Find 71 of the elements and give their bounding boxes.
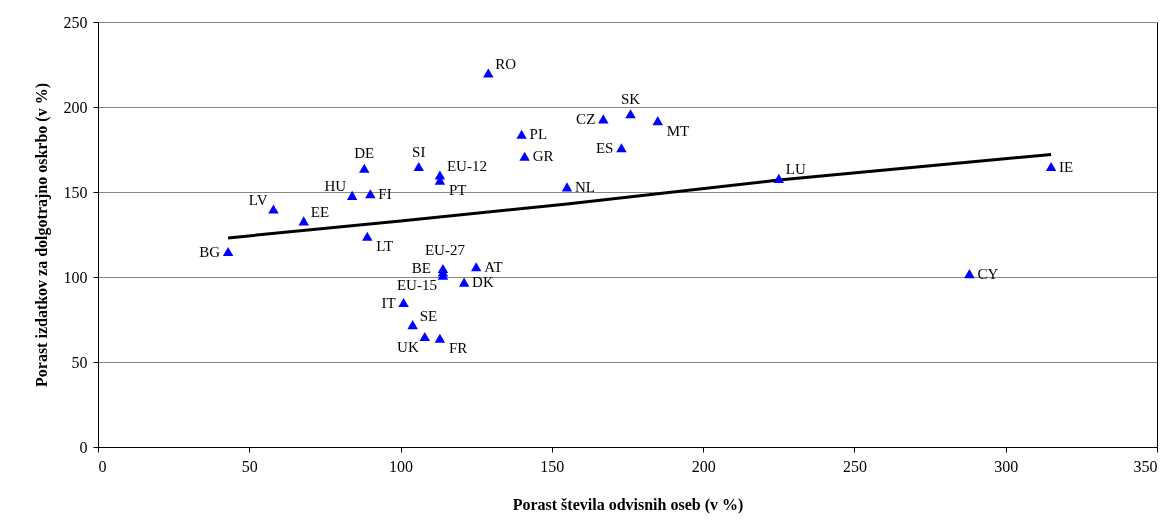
point bbox=[516, 129, 527, 139]
point bbox=[1045, 161, 1057, 172]
point bbox=[407, 320, 418, 330]
annotation: EU-15 bbox=[396, 277, 437, 294]
point bbox=[652, 116, 663, 126]
annotation: DK bbox=[472, 274, 494, 291]
annotation: FI bbox=[378, 185, 392, 202]
annotation: NL bbox=[574, 178, 595, 195]
annotation: BG bbox=[199, 243, 221, 260]
annotation: SE bbox=[419, 307, 438, 324]
annotation: LV bbox=[248, 192, 268, 208]
annotation: UK bbox=[397, 338, 419, 355]
annotation: EE bbox=[310, 203, 330, 220]
point bbox=[616, 143, 627, 153]
x-tick-label: 250 bbox=[842, 457, 867, 475]
annotation: PT bbox=[448, 182, 467, 199]
point bbox=[298, 216, 309, 226]
point bbox=[458, 277, 470, 287]
annotation: LU bbox=[785, 161, 806, 178]
annotation: AT bbox=[484, 258, 503, 275]
annotation: SK bbox=[620, 90, 641, 107]
annotation: IT bbox=[381, 294, 396, 311]
y-tick-label: 200 bbox=[63, 98, 88, 116]
point bbox=[346, 190, 358, 200]
annotation: MT bbox=[666, 122, 690, 139]
point bbox=[519, 151, 530, 161]
annotation: DE bbox=[354, 145, 375, 162]
point bbox=[434, 333, 446, 343]
x-tick-label: 100 bbox=[389, 457, 414, 475]
point bbox=[483, 68, 494, 78]
x-tick-label: 50 bbox=[241, 457, 258, 475]
point bbox=[413, 161, 424, 172]
annotation: PL bbox=[529, 126, 548, 143]
y-tick-label: 50 bbox=[71, 353, 88, 371]
point bbox=[419, 331, 431, 342]
point bbox=[222, 246, 234, 257]
x-tick-label: 150 bbox=[540, 457, 565, 475]
y-tick-label: 0 bbox=[79, 438, 88, 456]
annotation: HU bbox=[324, 178, 347, 195]
y-axis-title: Porast izdatkov za dolgotrajno oskrbo (v %) bbox=[32, 83, 51, 387]
annotation: GR bbox=[532, 148, 554, 165]
annotation: RO bbox=[495, 56, 517, 72]
annotation: CY bbox=[977, 265, 999, 282]
annotation: FR bbox=[448, 340, 468, 357]
point bbox=[598, 114, 609, 124]
x-axis-title: Porast števila odvisnih oseb (v %) bbox=[512, 495, 744, 514]
point bbox=[362, 231, 373, 241]
point bbox=[625, 109, 636, 119]
annotation: ES bbox=[595, 139, 614, 156]
point bbox=[365, 189, 376, 199]
point bbox=[773, 173, 785, 183]
x-tick-label: 350 bbox=[1133, 457, 1158, 475]
y-tick-label: 250 bbox=[63, 13, 88, 31]
annotation: CZ bbox=[576, 110, 596, 127]
point bbox=[964, 269, 975, 279]
point bbox=[561, 182, 573, 192]
x-tick-label: 300 bbox=[994, 457, 1019, 475]
annotation: SI bbox=[412, 143, 426, 160]
point bbox=[470, 262, 482, 272]
y-tick-label: 150 bbox=[63, 183, 88, 201]
x-tick-label: 0 bbox=[98, 457, 107, 475]
annotation: BE bbox=[411, 259, 431, 276]
y-tick-label: 100 bbox=[63, 268, 88, 286]
point bbox=[398, 297, 409, 308]
annotation: EU-27 bbox=[424, 241, 466, 258]
annotation: IE bbox=[1059, 158, 1074, 175]
annotation: EU-12 bbox=[446, 158, 487, 174]
annotation: LT bbox=[376, 238, 394, 255]
point bbox=[268, 204, 279, 214]
point bbox=[359, 163, 370, 173]
x-tick-label: 200 bbox=[691, 457, 716, 475]
